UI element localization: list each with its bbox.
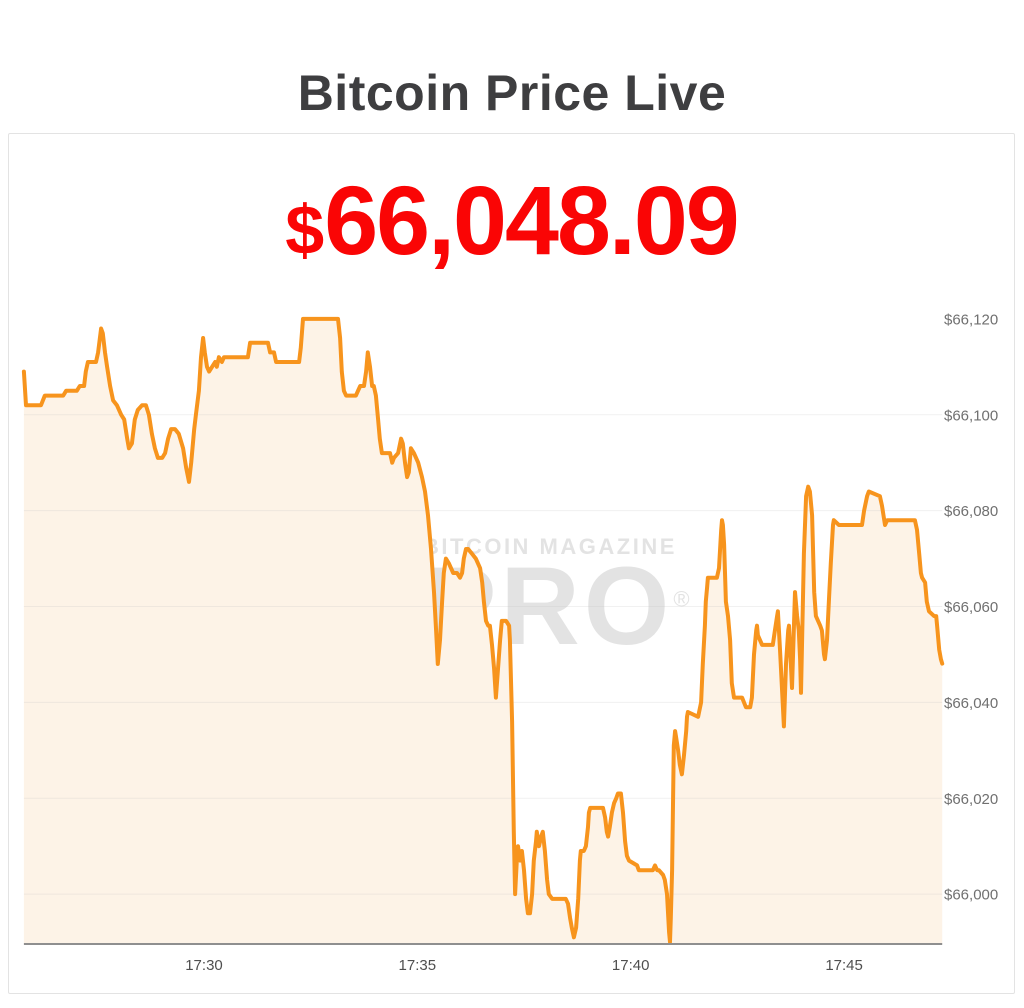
price-area-fill xyxy=(23,318,943,944)
chart-card: $66,048.09 BITCOIN MAGAZINE PRO® $66,120… xyxy=(8,133,1015,994)
live-price: $66,048.09 xyxy=(9,172,1014,269)
watermark-pro-line: PRO® xyxy=(423,545,690,668)
x-axis-tick-label: 17:30 xyxy=(185,957,223,974)
watermark-text: BITCOIN MAGAZINE PRO® xyxy=(423,534,690,668)
currency-symbol: $ xyxy=(285,191,325,269)
y-axis-tick-label: $66,000 xyxy=(944,887,998,904)
y-axis-tick-label: $66,120 xyxy=(944,311,998,328)
registered-mark-icon: ® xyxy=(673,586,690,612)
price-value: 66,048.09 xyxy=(324,166,740,275)
bitcoin-magazine-pro-logo-icon xyxy=(281,553,384,649)
page-title: Bitcoin Price Live xyxy=(297,64,727,121)
watermark: BITCOIN MAGAZINE PRO® xyxy=(281,534,711,664)
y-axis-tick-label: $66,060 xyxy=(944,599,998,616)
y-axis-tick-label: $66,020 xyxy=(944,791,998,808)
watermark-brand-line: BITCOIN MAGAZINE xyxy=(423,534,677,559)
y-axis-tick-label: $66,100 xyxy=(944,407,998,424)
price-line xyxy=(21,316,945,945)
x-axis-tick-label: 17:45 xyxy=(825,957,863,974)
y-axis-tick-label: $66,080 xyxy=(944,503,998,520)
y-axis-tick-label: $66,040 xyxy=(944,695,998,712)
x-axis-tick-label: 17:35 xyxy=(399,957,437,974)
x-axis-tick-label: 17:40 xyxy=(612,957,650,974)
